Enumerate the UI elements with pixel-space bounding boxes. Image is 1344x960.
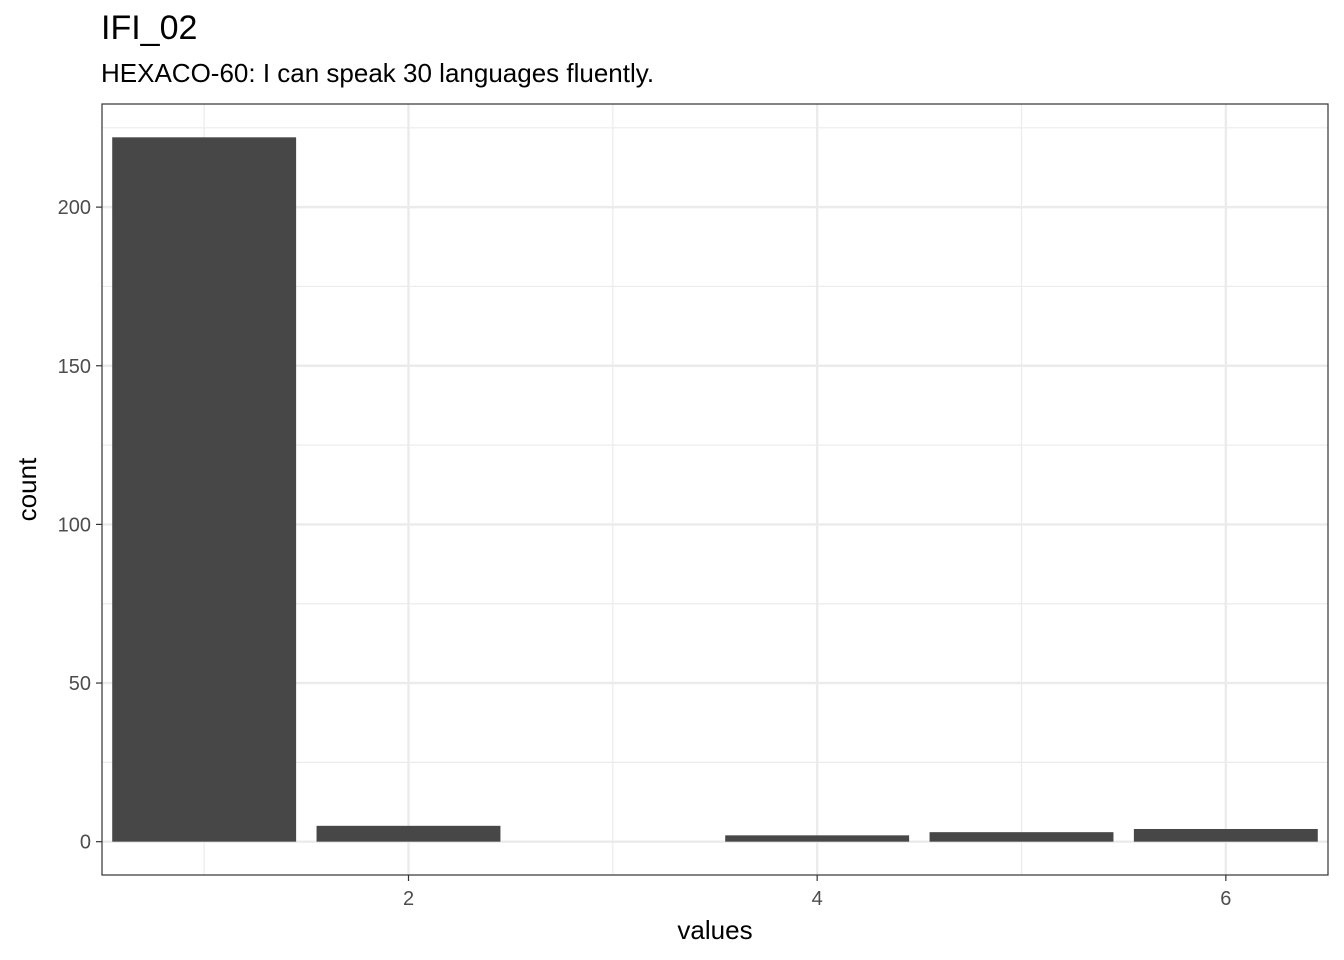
x-tick-label: 2 [403, 888, 414, 910]
bar [316, 825, 501, 842]
chart-subtitle: HEXACO-60: I can speak 30 languages flue… [101, 58, 655, 88]
bar [929, 832, 1114, 842]
bars [112, 137, 1318, 842]
chart-title: IFI_02 [101, 9, 198, 47]
bar [1133, 828, 1318, 842]
y-tick-label: 100 [58, 514, 91, 536]
bar [112, 137, 297, 842]
y-tick-label: 150 [58, 356, 91, 378]
x-axis-title: values [677, 915, 752, 945]
y-axis-ticks: 0 50 100 150 200 [58, 197, 102, 854]
panel-border [101, 103, 1329, 876]
y-tick-label: 0 [80, 832, 91, 854]
x-tick-label: 4 [812, 888, 823, 910]
bar [725, 835, 910, 842]
y-axis-title: count [12, 457, 42, 521]
major-gridlines [102, 104, 1328, 875]
y-tick-label: 200 [58, 197, 91, 219]
x-axis-ticks: 2 4 6 [403, 875, 1231, 910]
x-tick-label: 6 [1220, 888, 1231, 910]
y-tick-label: 50 [69, 673, 91, 695]
